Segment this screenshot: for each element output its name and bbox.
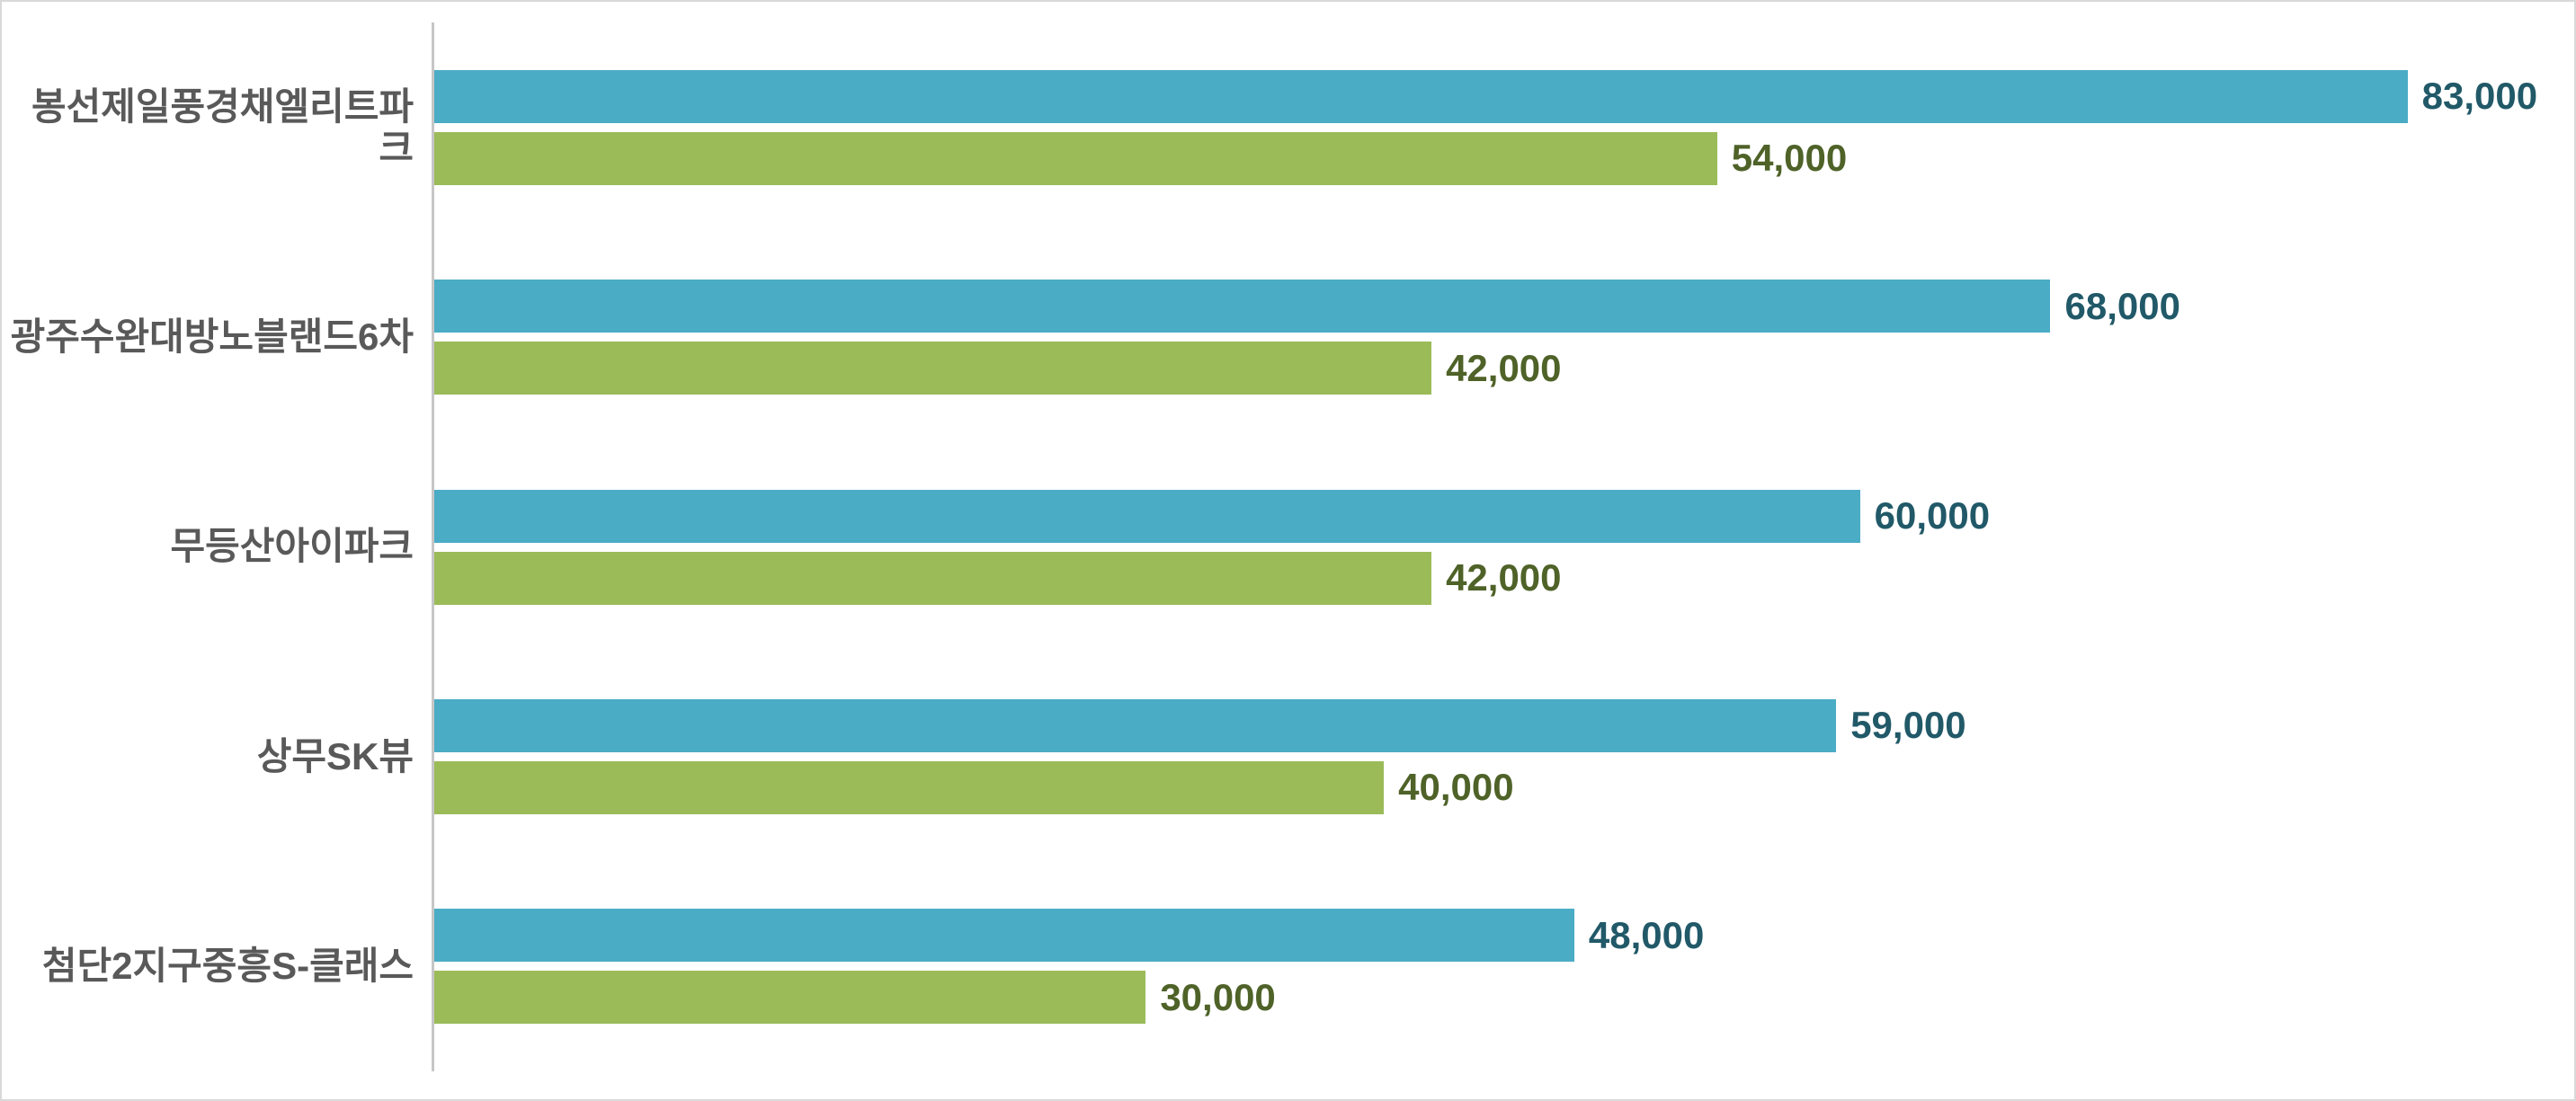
bar-line: 83,000 bbox=[432, 69, 2574, 123]
bar-line: 54,000 bbox=[432, 131, 2574, 185]
bar-line: 40,000 bbox=[432, 760, 2574, 814]
series-1-teal-value-label: 83,000 bbox=[2421, 75, 2538, 118]
series-2-green-bar bbox=[432, 760, 1385, 814]
bar-line: 48,000 bbox=[432, 909, 2574, 963]
series-2-green-bar bbox=[432, 342, 1432, 395]
series-1-teal-value-label: 60,000 bbox=[1874, 494, 1991, 537]
bar-line: 68,000 bbox=[432, 280, 2574, 333]
bar-group: 48,000 30,000 bbox=[432, 862, 2574, 1071]
category-label: 광주수완대방노블랜드6차 bbox=[10, 315, 414, 359]
category-row: 광주수완대방노블랜드6차 68,000 42,000 bbox=[2, 232, 2574, 441]
series-1-teal-bar bbox=[432, 69, 2408, 123]
category-row: 첨단2지구중흥S-클래스 48,000 30,000 bbox=[2, 862, 2574, 1071]
series-2-green-value-label: 40,000 bbox=[1398, 766, 1514, 809]
series-1-teal-bar bbox=[432, 280, 2051, 333]
series-2-green-bar bbox=[432, 971, 1146, 1025]
category-label: 상무SK뷰 bbox=[256, 734, 414, 777]
series-2-green-value-label: 30,000 bbox=[1160, 975, 1276, 1018]
y-axis-line bbox=[432, 22, 434, 1071]
series-1-teal-bar bbox=[432, 698, 1837, 752]
bar-line: 42,000 bbox=[432, 342, 2574, 395]
category-label: 봉선제일풍경채엘리트파크 bbox=[31, 84, 414, 169]
series-2-green-bar bbox=[432, 131, 1717, 185]
bar-line: 60,000 bbox=[432, 489, 2574, 543]
bar-group: 60,000 42,000 bbox=[432, 442, 2574, 652]
series-2-green-value-label: 54,000 bbox=[1731, 137, 1848, 180]
bar-line: 59,000 bbox=[432, 698, 2574, 752]
category-label: 첨단2지구중흥S-클래스 bbox=[41, 945, 414, 988]
series-1-teal-bar bbox=[432, 489, 1860, 543]
series-1-teal-value-label: 48,000 bbox=[1588, 913, 1705, 956]
bar-group: 68,000 42,000 bbox=[432, 232, 2574, 441]
plot-area: 봉선제일풍경채엘리트파크 83,000 54,000 광주수완대방노블랜드6차 68,0… bbox=[2, 22, 2574, 1071]
bar-line: 42,000 bbox=[432, 551, 2574, 605]
category-row: 봉선제일풍경채엘리트파크 83,000 54,000 bbox=[2, 22, 2574, 232]
bar-group: 83,000 54,000 bbox=[432, 22, 2574, 232]
category-label: 무등산아이파크 bbox=[170, 525, 414, 568]
series-1-teal-bar bbox=[432, 909, 1574, 963]
series-1-teal-value-label: 68,000 bbox=[2064, 284, 2180, 327]
series-1-teal-value-label: 59,000 bbox=[1850, 704, 1966, 747]
series-2-green-bar bbox=[432, 551, 1432, 605]
series-2-green-value-label: 42,000 bbox=[1446, 346, 1562, 389]
bar-line: 30,000 bbox=[432, 971, 2574, 1025]
bar-group: 59,000 40,000 bbox=[432, 652, 2574, 861]
category-row: 무등산아이파크 60,000 42,000 bbox=[2, 442, 2574, 652]
category-row: 상무SK뷰 59,000 40,000 bbox=[2, 652, 2574, 861]
series-2-green-value-label: 42,000 bbox=[1446, 556, 1562, 599]
